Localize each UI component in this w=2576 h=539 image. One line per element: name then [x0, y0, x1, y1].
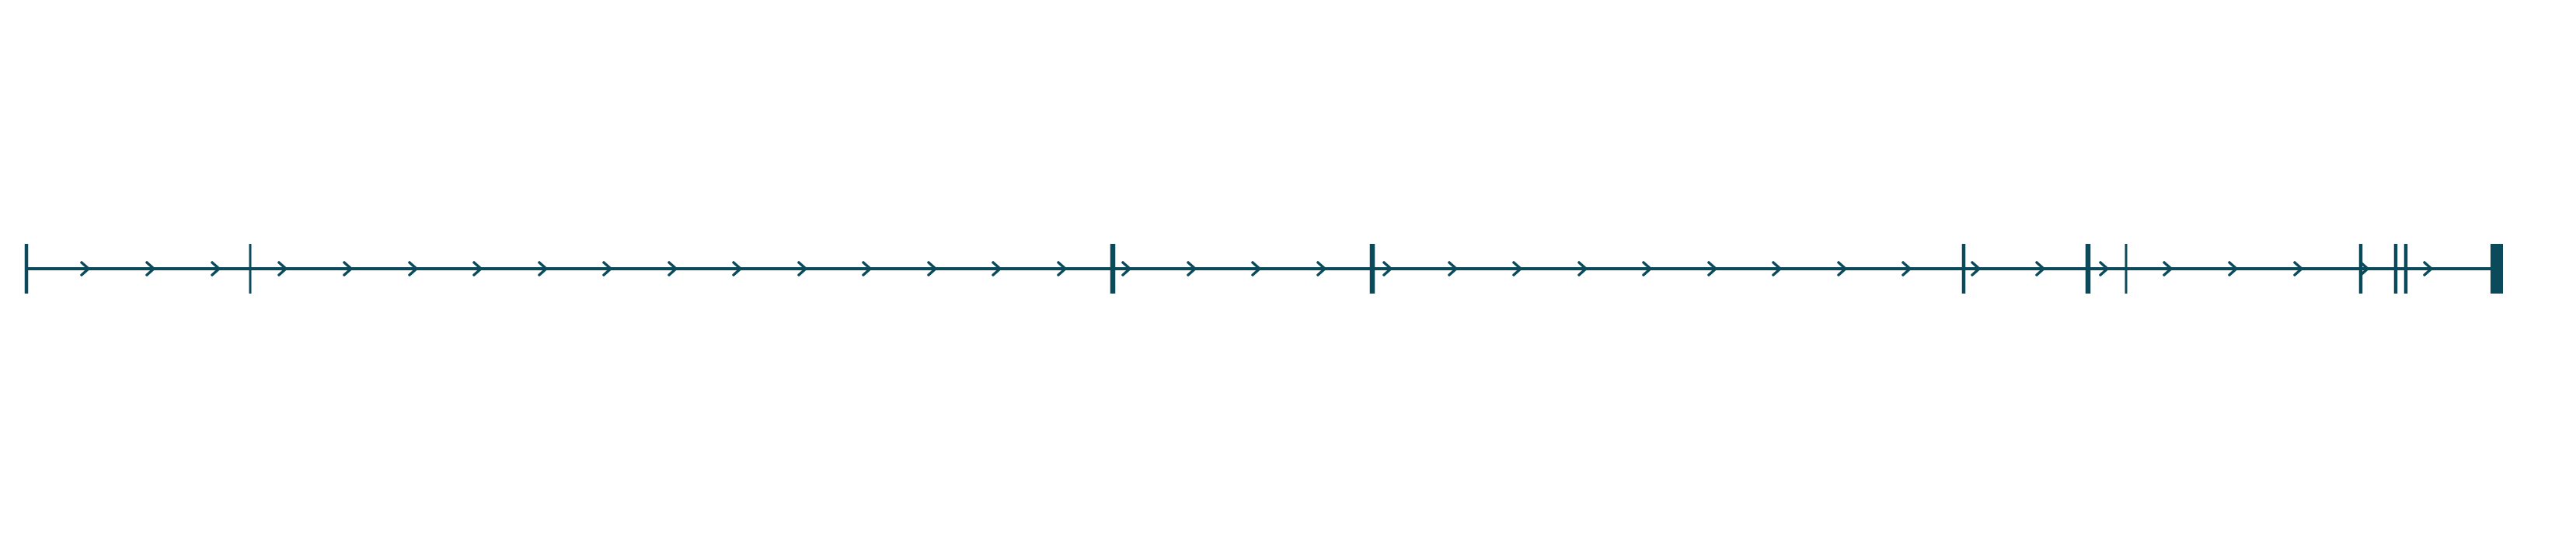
arrow-right-icon	[797, 261, 807, 276]
arrow-right-icon	[408, 261, 418, 276]
arrow-right-icon	[1971, 261, 1981, 276]
arrow-right-icon	[1382, 261, 1393, 276]
gene-track	[24, 244, 2503, 294]
arrow-right-icon	[1187, 261, 1197, 276]
arrow-right-icon	[1057, 261, 1067, 276]
arrow-right-icon	[538, 261, 548, 276]
arrow-right-icon	[2035, 261, 2045, 276]
arrow-right-icon	[472, 261, 483, 276]
arrow-right-icon	[1512, 261, 1522, 276]
arrow-right-icon	[1837, 261, 1847, 276]
arrow-right-icon	[927, 261, 937, 276]
arrow-right-icon	[2359, 261, 2369, 276]
arrow-right-icon	[1251, 261, 1261, 276]
arrow-right-icon	[2423, 261, 2433, 276]
arrow-right-icon	[1642, 261, 1652, 276]
arrow-right-icon	[211, 261, 221, 276]
arrow-right-icon	[1577, 261, 1588, 276]
arrow-right-icon	[1901, 261, 1912, 276]
arrow-right-icon	[668, 261, 678, 276]
arrow-right-icon	[2293, 261, 2303, 276]
arrow-right-icon	[2228, 261, 2238, 276]
arrow-right-icon	[862, 261, 872, 276]
arrow-right-icon	[1772, 261, 1782, 276]
arrow-right-icon	[2163, 261, 2173, 276]
arrow-right-icon	[602, 261, 612, 276]
arrow-right-icon	[277, 261, 288, 276]
arrow-right-icon	[1121, 261, 1131, 276]
arrow-right-icon	[1448, 261, 1458, 276]
arrow-right-icon	[1316, 261, 1326, 276]
arrow-right-icon	[2099, 261, 2109, 276]
arrow-right-icon	[145, 261, 155, 276]
arrow-right-icon	[992, 261, 1002, 276]
terminal-block	[2491, 244, 2503, 294]
arrow-right-icon	[343, 261, 353, 276]
arrow-right-icon	[1707, 261, 1717, 276]
arrow-right-icon	[80, 261, 90, 276]
arrow-right-icon	[732, 261, 742, 276]
